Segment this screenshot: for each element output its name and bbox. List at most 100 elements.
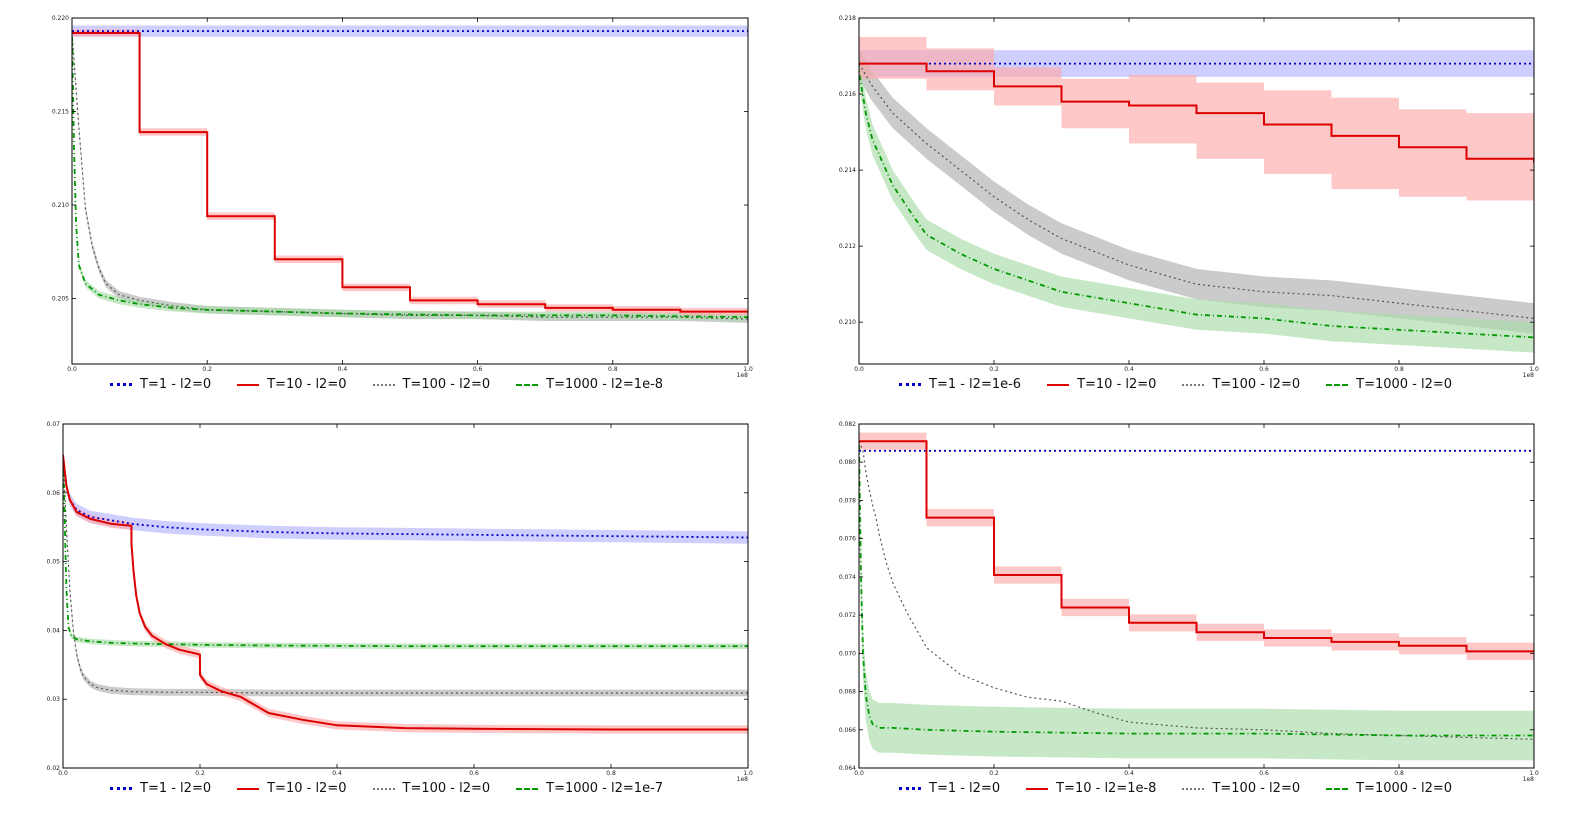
y-tick-label: 0.082	[839, 421, 856, 428]
x-offset-label: 1e8	[737, 372, 749, 379]
legend-swatch-green	[516, 787, 539, 790]
bands-group	[63, 448, 748, 734]
series-line-red	[72, 32, 748, 313]
bands-group	[859, 37, 1534, 353]
series-line-gray	[859, 63, 1534, 319]
legend-item: T=10 - l2=1e-8	[1026, 781, 1156, 796]
series-line-green	[859, 71, 1534, 339]
legend-item: T=1 - l2=0	[899, 781, 1000, 796]
y-tick-label: 0.068	[839, 689, 856, 696]
x-tick-label: 0.4	[1124, 770, 1134, 777]
y-tick-label: 0.220	[52, 15, 69, 22]
legend-label: T=10 - l2=0	[267, 377, 347, 392]
band-green	[859, 424, 1534, 761]
plot-frame	[62, 423, 749, 769]
legend-item: T=10 - l2=0	[237, 377, 347, 392]
legend-item: T=1 - l2=0	[110, 781, 211, 796]
legend-top-right: T=1 - l2=1e-6 T=10 - l2=0 T=100 - l2=0 T…	[899, 377, 1452, 392]
y-tick-label: 0.070	[839, 650, 856, 657]
x-tick-label: 0.6	[1259, 770, 1269, 777]
band-green	[859, 56, 1534, 353]
legend-item: T=1 - l2=0	[110, 377, 211, 392]
legend-item: T=1000 - l2=1e-7	[516, 781, 663, 796]
y-tick-label: 0.074	[839, 574, 856, 581]
legend-item: T=10 - l2=0	[237, 781, 347, 796]
band-gray	[72, 29, 748, 323]
legend-swatch-blue	[110, 383, 132, 386]
y-tick-label: 0.064	[839, 765, 856, 772]
band-green	[72, 29, 748, 321]
legend-swatch-gray	[372, 787, 395, 790]
band-red	[859, 432, 1534, 660]
legend-swatch-gray	[1182, 383, 1205, 386]
x-tick-label: 1.0	[743, 770, 753, 777]
x-tick-label: 0.8	[1394, 366, 1404, 373]
plot-frame	[858, 423, 1535, 769]
band-red	[72, 29, 748, 316]
y-tick-label: 0.210	[52, 202, 69, 209]
legend-swatch-blue	[899, 383, 921, 386]
series-line-green	[72, 32, 748, 319]
legend-item: T=1000 - l2=1e-8	[516, 377, 663, 392]
x-tick-label: 0.4	[1124, 366, 1134, 373]
y-tick-label: 0.07	[47, 421, 61, 428]
lines-group	[859, 440, 1534, 740]
y-tick-label: 0.205	[52, 296, 69, 303]
x-tick-label: 0.8	[1394, 770, 1404, 777]
y-tick-label: 0.02	[47, 765, 61, 772]
x-tick-label: 0.0	[854, 770, 864, 777]
legend-label: T=100 - l2=0	[402, 377, 491, 392]
band-red	[859, 37, 1534, 205]
x-tick-label: 0.0	[58, 770, 68, 777]
legend-label: T=10 - l2=1e-8	[1056, 781, 1157, 796]
x-tick-label: 0.6	[473, 366, 483, 373]
x-offset-label: 1e8	[1523, 776, 1535, 783]
legend-swatch-red	[237, 787, 260, 790]
band-green	[63, 452, 748, 649]
legend-item: T=1000 - l2=0	[1326, 377, 1452, 392]
x-tick-label: 0.4	[332, 770, 342, 777]
legend-label: T=1 - l2=0	[929, 781, 1001, 796]
x-tick-label: 0.6	[469, 770, 479, 777]
series-line-gray	[63, 454, 748, 694]
legend-item: T=1000 - l2=0	[1326, 781, 1452, 796]
legend-label: T=1 - l2=0	[140, 781, 212, 796]
lines-group	[859, 62, 1534, 339]
legend-label: T=10 - l2=0	[267, 781, 347, 796]
chart-bottom-left: 0.0 0.2 0.4 0.6 0.8 1.0 1e8 0.02 0.03 0.04 0.05 0.0…	[0, 409, 789, 818]
x-tick-label: 0.0	[67, 366, 77, 373]
band-gray	[63, 451, 748, 697]
legend-bottom-right: T=1 - l2=0 T=10 - l2=1e-8 T=100 - l2=0 T…	[899, 781, 1452, 796]
x-offset-label: 1e8	[1523, 372, 1535, 379]
band-blue	[63, 448, 748, 544]
y-tick-label: 0.06	[47, 490, 61, 497]
x-tick-label: 0.8	[608, 366, 618, 373]
legend-label: T=1 - l2=1e-6	[929, 377, 1022, 392]
legend-label: T=1000 - l2=0	[1356, 781, 1453, 796]
y-tick-label: 0.03	[47, 696, 61, 703]
chart-bottom-right: 0.0 0.2 0.4 0.6 0.8 1.0 1e8 0.064 0.066 0.068 0.07…	[789, 409, 1578, 818]
y-tick-label: 0.215	[52, 109, 69, 116]
legend-swatch-red	[237, 383, 260, 386]
legend-item: T=100 - l2=0	[1182, 781, 1300, 796]
chart-top-right: 0.0 0.2 0.4 0.6 0.8 1.0 1e8 0.210 0.212 0.214 0.21…	[789, 0, 1578, 409]
x-tick-label: 0.2	[989, 366, 999, 373]
bands-group	[72, 25, 748, 323]
y-tick-label: 0.076	[839, 536, 856, 543]
y-tick-label: 0.078	[839, 497, 856, 504]
legend-label: T=1000 - l2=1e-7	[546, 781, 664, 796]
y-tick-label: 0.04	[47, 627, 61, 634]
y-tick-label: 0.210	[839, 319, 856, 326]
legend-label: T=100 - l2=0	[402, 781, 491, 796]
y-tick-label: 0.216	[839, 91, 856, 98]
y-tick-label: 0.212	[839, 243, 856, 250]
legend-swatch-gray	[1182, 787, 1205, 790]
chart-top-left: 0.0 0.2 0.4 0.6 0.8 1.0 1e8 0.205 0.210 0.215 0.22…	[0, 0, 789, 409]
x-offset-label: 1e8	[737, 776, 749, 783]
band-blue	[72, 25, 748, 37]
y-tick-label: 0.05	[47, 559, 61, 566]
series-line-red	[859, 440, 1534, 653]
y-tick-label: 0.218	[839, 15, 856, 22]
